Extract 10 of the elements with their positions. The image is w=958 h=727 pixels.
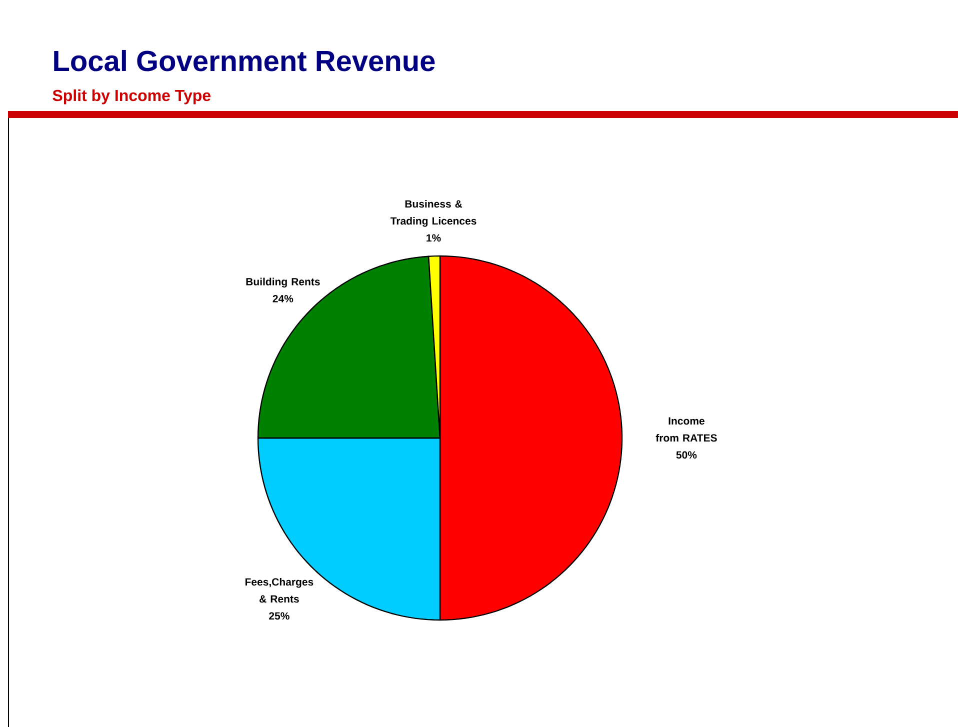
chart-title: Local Government Revenue — [54, 50, 435, 72]
data-label: 50% — [676, 451, 697, 459]
slice-label: Business & Trading Licences — [390, 200, 476, 227]
data-label: 25% — [269, 612, 290, 620]
slice-label: Income from RATES — [656, 417, 717, 442]
slice-label: Building Rents — [246, 278, 320, 288]
data-label: 24% — [272, 294, 294, 302]
chart-subtitle: Split by Income Type — [52, 89, 211, 104]
slice-label: Fees,Charges & Rents — [245, 578, 314, 603]
data-label: 1% — [426, 234, 441, 242]
